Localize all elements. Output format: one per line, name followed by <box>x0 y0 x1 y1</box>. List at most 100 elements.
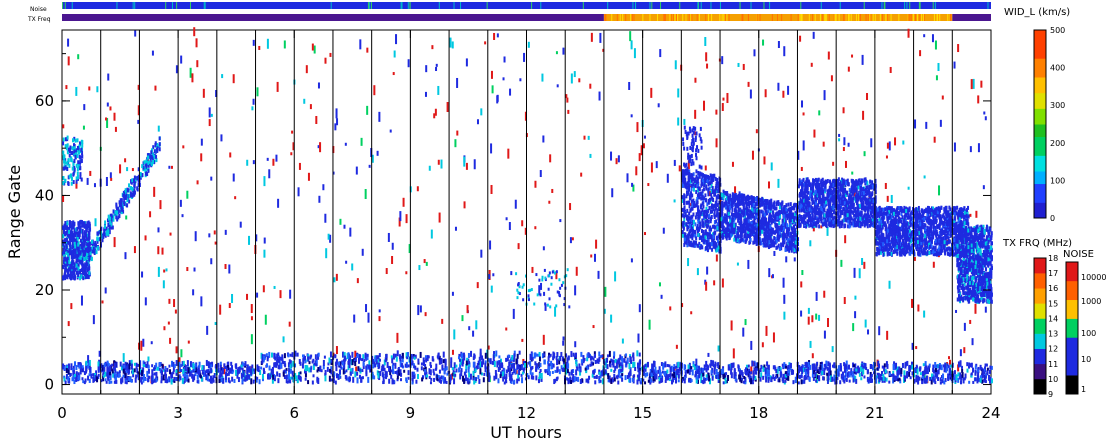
data-point <box>392 369 395 375</box>
data-point <box>586 353 589 358</box>
data-point <box>601 354 604 358</box>
data-point <box>913 367 916 373</box>
data-point <box>486 370 489 377</box>
data-point <box>704 165 707 171</box>
data-point <box>246 159 249 166</box>
data-point <box>74 267 77 272</box>
data-point <box>250 334 253 345</box>
data-point <box>368 360 371 366</box>
data-point <box>513 379 516 384</box>
data-point <box>629 367 632 374</box>
data-point <box>365 365 368 369</box>
data-point <box>851 374 854 378</box>
txfreq-strip-texture <box>664 14 666 21</box>
data-point <box>88 231 91 236</box>
data-point <box>111 216 114 221</box>
data-point <box>371 371 374 375</box>
data-point <box>800 374 803 378</box>
data-point <box>911 342 914 350</box>
data-point <box>151 364 154 368</box>
data-point <box>74 148 77 153</box>
data-point <box>70 156 73 161</box>
data-point <box>976 378 979 384</box>
data-point <box>529 353 532 360</box>
data-point <box>338 361 341 366</box>
data-point <box>160 380 163 384</box>
data-point <box>469 373 472 380</box>
data-point <box>81 151 84 156</box>
data-point <box>96 245 99 250</box>
data-point <box>535 375 538 381</box>
data-point <box>272 374 275 380</box>
data-point <box>250 371 253 376</box>
data-point <box>442 375 445 382</box>
txfreq-strip-texture <box>726 14 728 21</box>
data-point <box>125 215 128 220</box>
data-point <box>256 376 259 380</box>
data-point <box>843 363 846 370</box>
txfreq-strip-texture <box>604 14 606 21</box>
noise-strip-texture <box>987 2 989 9</box>
data-point <box>608 375 611 382</box>
data-point <box>587 352 590 358</box>
data-point <box>295 375 298 381</box>
data-point <box>666 173 669 183</box>
data-point <box>552 363 555 368</box>
data-point <box>407 352 410 358</box>
data-point <box>124 188 127 193</box>
data-point <box>266 356 269 360</box>
data-point <box>707 372 710 378</box>
data-point <box>407 59 410 68</box>
txfreq-strip-texture <box>844 14 846 21</box>
data-point <box>583 357 586 361</box>
data-point <box>812 31 815 39</box>
data-point <box>551 188 554 193</box>
data-point <box>652 369 655 374</box>
data-point <box>555 51 558 55</box>
data-point <box>919 372 922 376</box>
data-point <box>157 366 160 371</box>
noise-strip-texture <box>165 2 167 9</box>
data-point <box>131 186 134 191</box>
data-point <box>193 374 196 381</box>
data-point <box>70 226 73 231</box>
data-point <box>943 380 946 385</box>
data-point <box>524 377 527 381</box>
data-point <box>933 136 936 143</box>
data-point <box>589 363 592 367</box>
data-point <box>621 377 624 382</box>
data-point <box>496 95 499 104</box>
data-point <box>683 364 686 371</box>
data-point <box>120 210 123 215</box>
data-point <box>512 357 515 362</box>
data-point <box>883 367 886 372</box>
data-point <box>82 367 85 373</box>
data-point <box>753 49 756 57</box>
data-point <box>706 365 709 371</box>
txfreq-strip-texture <box>808 14 810 21</box>
data-point <box>879 373 882 380</box>
txfreq-strip-texture <box>923 14 925 21</box>
txfreq-strip-texture <box>800 14 802 21</box>
data-point <box>420 362 423 366</box>
txfreq-strip-texture <box>890 14 892 21</box>
data-point <box>591 373 594 378</box>
data-point <box>429 364 432 368</box>
data-point <box>165 268 168 272</box>
data-point <box>548 352 551 357</box>
data-point <box>78 162 81 167</box>
data-point <box>212 379 215 383</box>
data-point <box>784 379 787 383</box>
data-point <box>147 368 150 374</box>
data-point <box>813 204 816 209</box>
top-strips <box>62 2 991 21</box>
data-point <box>984 306 987 313</box>
data-point <box>142 360 145 367</box>
data-point <box>391 255 394 264</box>
data-point <box>817 203 820 208</box>
data-point <box>88 264 91 269</box>
data-point <box>610 314 613 323</box>
data-point <box>251 106 254 111</box>
data-point <box>877 360 880 366</box>
data-point <box>547 367 550 374</box>
